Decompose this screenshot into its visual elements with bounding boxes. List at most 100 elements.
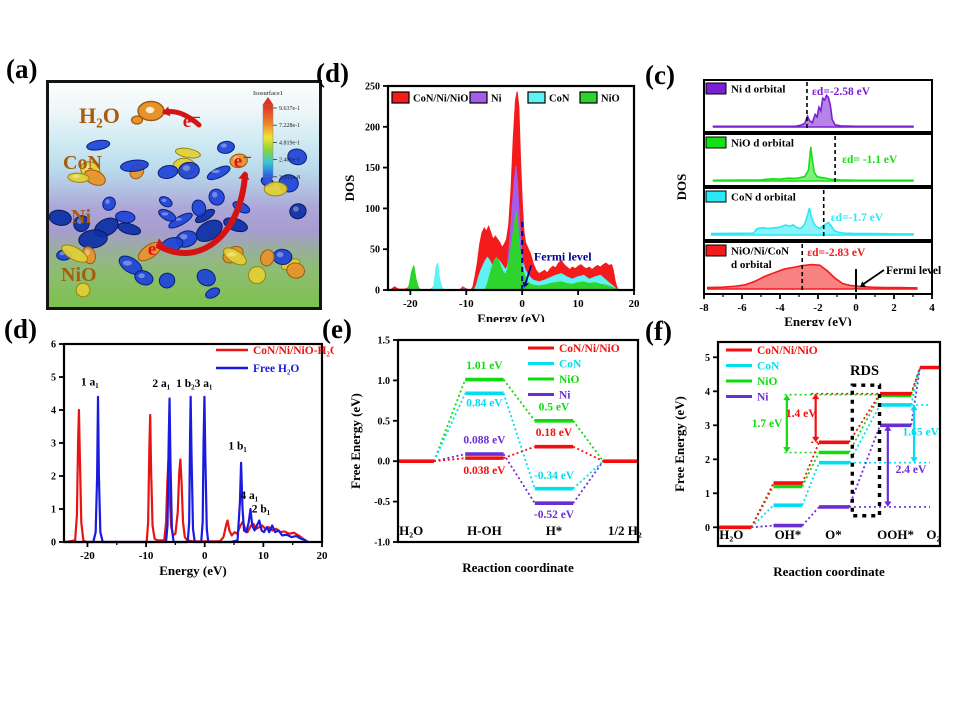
svg-text:7.228e-1: 7.228e-1 [279,123,300,129]
svg-text:200: 200 [365,122,380,133]
svg-text:Reaction coordinate: Reaction coordinate [773,564,885,579]
axes: -8 -6 -4 -2 0 2 4 Energy (eV) DOS [674,174,935,326]
svg-text:OOH*: OOH* [877,527,914,542]
svg-text:1.0: 1.0 [378,376,391,387]
svg-text:3: 3 [705,421,710,432]
svg-text:CoN: CoN [559,359,582,371]
svg-text:RDS: RDS [850,363,879,379]
dos-lines [64,395,309,544]
svg-text:20: 20 [317,550,329,562]
svg-text:NiO: NiO [757,376,778,388]
svg-text:4: 4 [929,302,935,314]
svg-text:-0.34 eV: -0.34 eV [534,470,575,482]
svg-text:1 b₁: 1 b₁ [228,441,246,453]
svg-text:250: 250 [365,82,380,93]
panel-c-label: (c) [645,60,675,90]
svg-text:50: 50 [370,245,380,256]
layer-labels: H₂O CoN Ni NiO [61,103,120,286]
svg-text:CoN d orbital: CoN d orbital [731,192,796,204]
series-CoN/Ni/NiO-H₂O [66,408,308,544]
fermi-level-annotation: Fermi level [521,218,592,290]
panel-a-structure-image: H₂O CoN Ni NiO e⁻ e⁻ e⁻ Isosurface1 9.637e-1 7.22… [46,80,322,310]
svg-text:1.01 eV: 1.01 eV [466,360,503,372]
svg-text:H₂O: H₂O [399,523,423,538]
svg-text:4: 4 [705,387,710,398]
svg-text:4.819e-1: 4.819e-1 [279,140,300,146]
svg-text:1.4 eV: 1.4 eV [786,408,817,420]
svg-text:5: 5 [705,353,710,364]
svg-text:O₂: O₂ [926,527,940,542]
svg-text:0.18 eV: 0.18 eV [536,427,573,439]
svg-text:0.088 eV: 0.088 eV [463,434,506,446]
rds-box: RDS [850,363,882,518]
svg-text:2: 2 [51,472,56,483]
svg-text:Fermi level: Fermi level [886,265,941,277]
svg-text:Energy (eV): Energy (eV) [784,314,852,326]
svg-text:εd=-2.83 eV: εd=-2.83 eV [807,247,866,259]
svg-text:4 a₁: 4 a₁ [240,490,258,502]
svg-text:9.637e-1: 9.637e-1 [279,106,300,112]
svg-text:e⁻: e⁻ [148,239,166,260]
svg-text:10: 10 [573,298,585,310]
panel-a-label: (a) [6,54,38,84]
svg-text:H₂O: H₂O [79,103,120,128]
isosurface-colorbar: Isosurface1 9.637e-1 7.228e-1 4.819e-1 2.409… [253,90,300,185]
svg-text:CoN/Ni/NiO-H₂O: CoN/Ni/NiO-H₂O [253,345,334,357]
svg-text:1: 1 [705,489,710,500]
dos-series [388,91,620,291]
svg-text:Isosurface1: Isosurface1 [253,90,283,97]
svg-text:CoN: CoN [549,94,570,105]
energy-gap-arrows: 1.7 eV1.4 eV 1.65 eV 2.4 eV [752,393,940,507]
panel-f-label: (f) [645,316,672,346]
panel-e-label: (e) [322,314,352,344]
svg-text:e⁻: e⁻ [234,151,252,172]
svg-text:CoN: CoN [757,361,780,373]
svg-text:-1.0: -1.0 [374,538,390,549]
svg-text:10: 10 [258,550,270,562]
svg-text:2: 2 [705,455,710,466]
svg-text:3.915e-8: 3.915e-8 [279,175,300,181]
h2o-molecule-blob [130,100,165,125]
electron-transfer-arrows [156,106,250,256]
svg-text:H*: H* [546,523,563,538]
stage-labels: H₂O OH* O* OOH* O₂ [719,527,940,542]
svg-text:1.5: 1.5 [378,336,391,347]
d-orbital-dos-chart: Ni d orbital εd=-2.58 eV NiO d orbital εd= … [674,79,941,326]
svg-text:20: 20 [629,298,641,310]
svg-text:Free H₂O: Free H₂O [253,363,299,375]
svg-text:Ni d orbital: Ni d orbital [731,84,785,96]
svg-text:0.5 eV: 0.5 eV [539,401,570,413]
svg-text:CoN: CoN [63,152,102,174]
guide-lines [784,392,931,508]
svg-text:1.7 eV: 1.7 eV [752,418,783,430]
svg-text:CoN/Ni/NiO: CoN/Ni/NiO [757,345,818,357]
svg-text:Ni: Ni [71,206,91,228]
svg-text:6: 6 [51,340,56,351]
svg-text:-8: -8 [699,302,709,314]
orbital-peak-labels: 1 a₁ 2 a₁ 1 b₂ 3 a₁ 1 b₁ 4 a₁2 b₁ [81,376,270,515]
svg-text:NiO/Ni/CoN: NiO/Ni/CoN [731,246,789,258]
her-free-energy-chart: 1.01 eV 0.84 eV 0.088 eV 0.038 eV 0.5 eV 0.18… [348,336,642,576]
svg-text:0.038 eV: 0.038 eV [463,465,506,477]
svg-text:O*: O* [825,527,842,542]
svg-text:0.84 eV: 0.84 eV [466,397,503,409]
svg-text:Energy (eV): Energy (eV) [477,311,545,322]
svg-text:1: 1 [51,505,56,516]
svg-text:εd=-2.58 eV: εd=-2.58 eV [812,86,871,98]
svg-text:2 a₁: 2 a₁ [152,378,170,390]
svg-text:150: 150 [365,163,380,174]
energy-steps [718,365,940,530]
svg-text:-20: -20 [80,550,95,562]
svg-text:-4: -4 [775,302,785,314]
svg-text:-6: -6 [737,302,747,314]
svg-text:OH*: OH* [775,527,802,542]
svg-text:-10: -10 [459,298,474,310]
svg-text:1/2 H₂: 1/2 H₂ [608,523,642,538]
panel-d-top-label: (d) [316,58,349,88]
svg-text:0: 0 [705,523,710,534]
svg-text:-20: -20 [403,298,418,310]
